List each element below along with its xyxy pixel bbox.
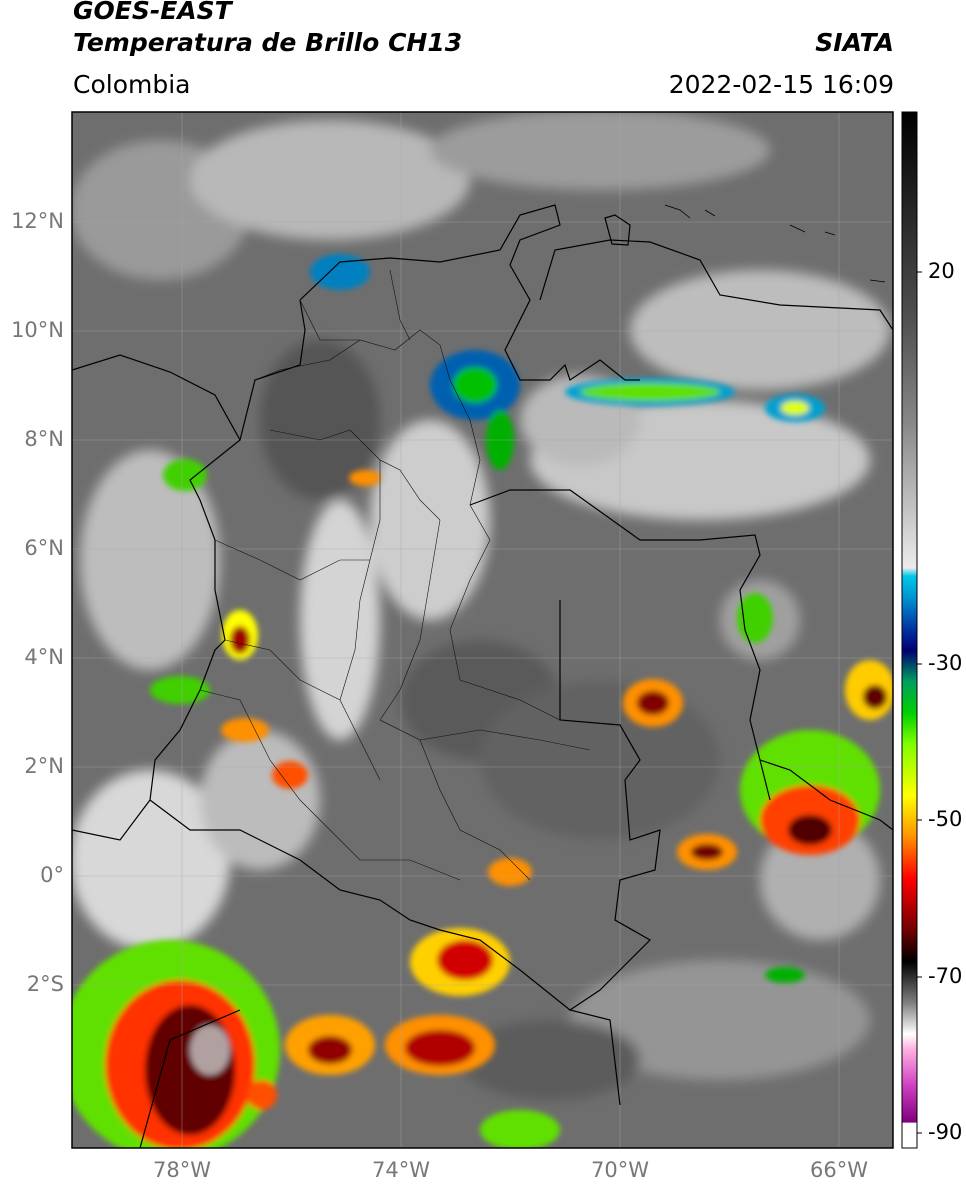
colorbar-label-minus30: -30 <box>928 651 963 675</box>
colorbar-label-minus90: -90 <box>928 1120 963 1144</box>
organization-label: SIATA <box>815 28 894 57</box>
colorbar-label-minus50: -50 <box>928 807 963 831</box>
lat-label-10n: 10°N <box>11 318 64 342</box>
country-borders <box>72 204 893 1148</box>
map-frame <box>71 111 894 1149</box>
lat-label-8n: 8°N <box>24 427 64 451</box>
product-title: Temperatura de Brillo CH13 <box>73 28 463 57</box>
lon-label-70w: 70°W <box>591 1158 649 1182</box>
colorbar-label-minus70: -70 <box>928 964 963 988</box>
panama-border <box>239 299 306 441</box>
colombia-brazil-border <box>559 600 661 1106</box>
brazil-venezuela-border <box>759 759 893 831</box>
lat-label-6n: 6°N <box>24 536 64 560</box>
satellite-imagery <box>72 112 893 1148</box>
satellite-title: GOES-EAST <box>73 0 232 25</box>
lat-label-2n: 2°N <box>24 754 64 778</box>
islands <box>664 204 886 283</box>
venezuela-coast <box>539 239 893 331</box>
lon-label-74w: 74°W <box>372 1158 430 1182</box>
ecuador-peru-border <box>139 1009 241 1148</box>
colombia-north-border <box>299 204 640 381</box>
colorbar-frame <box>901 111 918 1149</box>
convective-cells <box>72 254 893 1148</box>
graticule <box>72 112 893 1148</box>
department-borders <box>199 269 591 881</box>
lat-label-12n: 12°N <box>11 209 64 233</box>
colombia-ecuador-peru-border <box>149 799 571 1011</box>
colorbar-ticks <box>917 271 922 1134</box>
colorbar-scale <box>902 112 917 1148</box>
lat-label-4n: 4°N <box>24 645 64 669</box>
lon-label-78w: 78°W <box>153 1158 211 1182</box>
pacific-coast <box>72 354 241 841</box>
lat-label-0: 0° <box>40 863 64 887</box>
colorbar-label-20: 20 <box>928 259 955 283</box>
datetime-label: 2022-02-15 16:09 <box>668 70 894 99</box>
colombia-venezuela-border <box>469 489 771 801</box>
lat-label-2s: 2°S <box>26 972 64 996</box>
region-label: Colombia <box>73 70 191 99</box>
paraguana-peninsula <box>604 214 631 246</box>
lon-label-66w: 66°W <box>810 1158 868 1182</box>
colorbar <box>901 111 922 1149</box>
cloud-field <box>72 112 890 1100</box>
